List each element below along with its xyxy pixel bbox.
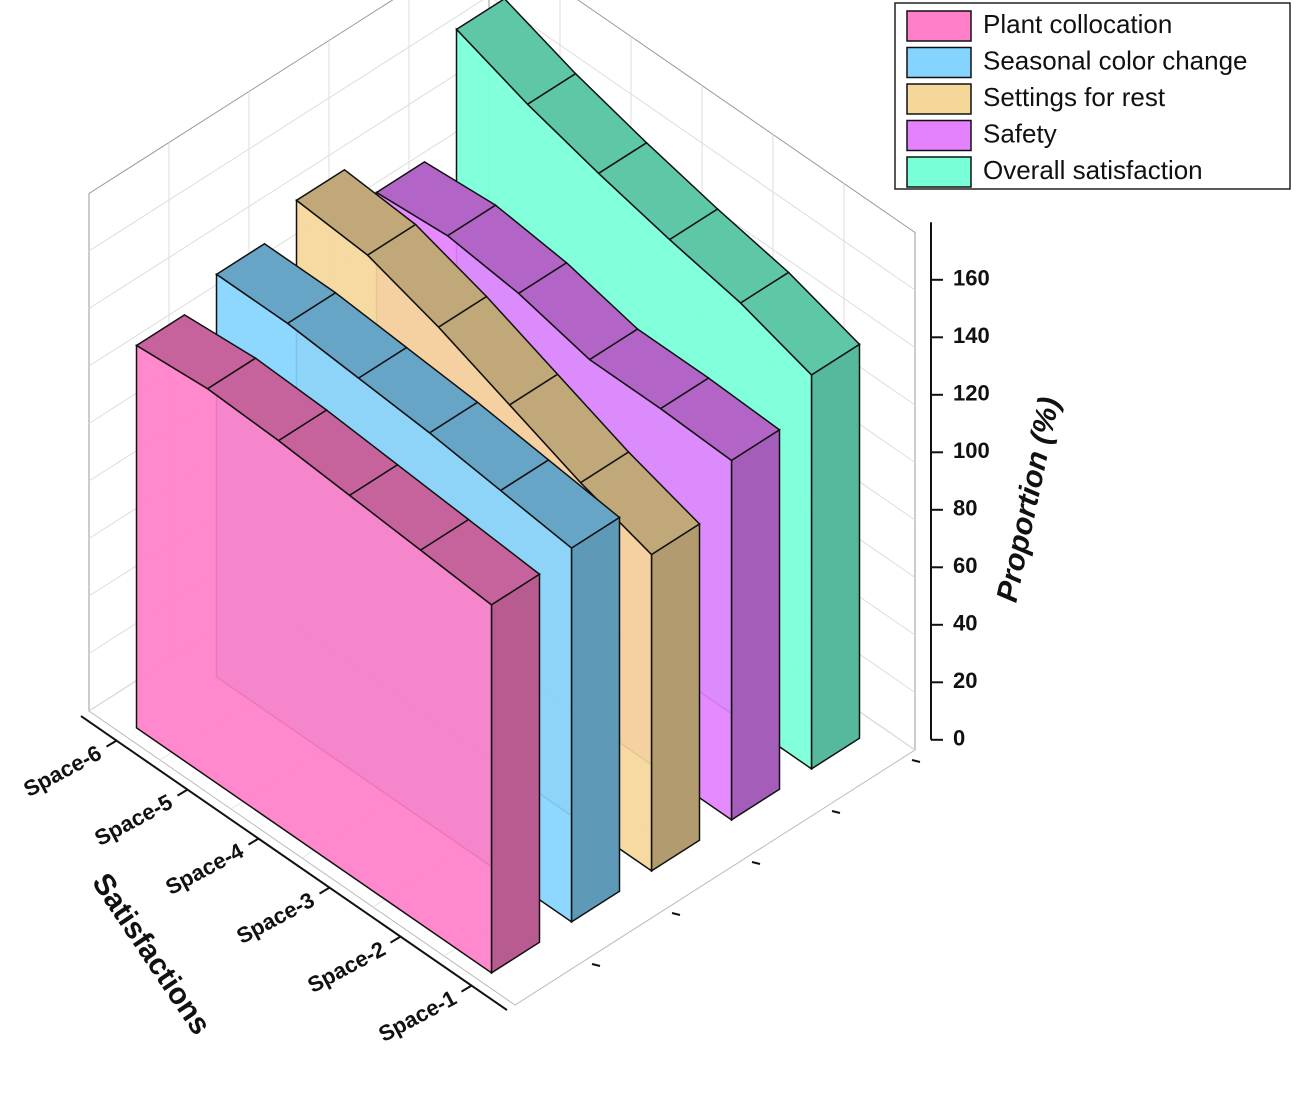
y-tick-label: 40: [953, 611, 977, 636]
legend-label: Overall satisfaction: [983, 155, 1203, 185]
x-tick: [105, 739, 118, 748]
y-tick-label: 60: [953, 553, 977, 578]
legend-label: Seasonal color change: [983, 45, 1248, 75]
y-axis-title: Proportion (%): [991, 394, 1067, 605]
legend-swatch: [906, 46, 972, 79]
x-tick-label: Space-5: [90, 789, 176, 851]
x-tick-label: Space-6: [19, 740, 105, 802]
legend-label: Safety: [983, 118, 1057, 148]
wall-end: [570, 516, 621, 924]
z-tick: [831, 810, 841, 814]
x-tick-label: Space-2: [303, 936, 389, 998]
y-tick-label: 20: [953, 668, 977, 693]
wall-end: [810, 343, 861, 771]
z-tick: [591, 963, 601, 967]
y-tick-label: 120: [953, 381, 990, 406]
y-tick-label: 140: [953, 323, 990, 348]
legend: Plant collocation Seasonal color change Se…: [894, 2, 1291, 190]
y-tick-label: 80: [953, 496, 977, 521]
legend-swatch: [906, 83, 972, 115]
x-tick: [247, 837, 260, 846]
legend-label: Settings for rest: [983, 82, 1166, 112]
y-tick-label: 160: [953, 266, 990, 291]
wall-front: [135, 344, 493, 975]
legend-swatch: [906, 10, 972, 42]
x-tick-label: Space-1: [374, 985, 460, 1047]
legend-swatch: [906, 156, 972, 188]
x-axis: [80, 715, 508, 1011]
y-tick-label: 0: [953, 726, 965, 751]
z-tick: [911, 759, 921, 763]
x-tick: [389, 935, 402, 944]
legend-swatch: [906, 119, 972, 152]
legend-label: Plant collocation: [983, 9, 1172, 39]
walls: [135, 0, 861, 975]
z-tick: [671, 912, 681, 916]
x-tick: [176, 788, 189, 797]
x-tick: [318, 886, 331, 895]
x-tick-label: Space-4: [161, 838, 248, 900]
x-tick: [460, 984, 473, 993]
wall-end: [490, 572, 541, 975]
y-tick-label: 100: [953, 438, 990, 463]
x-axis-title: Satisfactions: [85, 867, 217, 1040]
wall-end: [730, 428, 781, 822]
wall-end: [650, 522, 701, 873]
x-tick-label: Space-3: [232, 887, 318, 949]
z-tick: [751, 861, 761, 865]
